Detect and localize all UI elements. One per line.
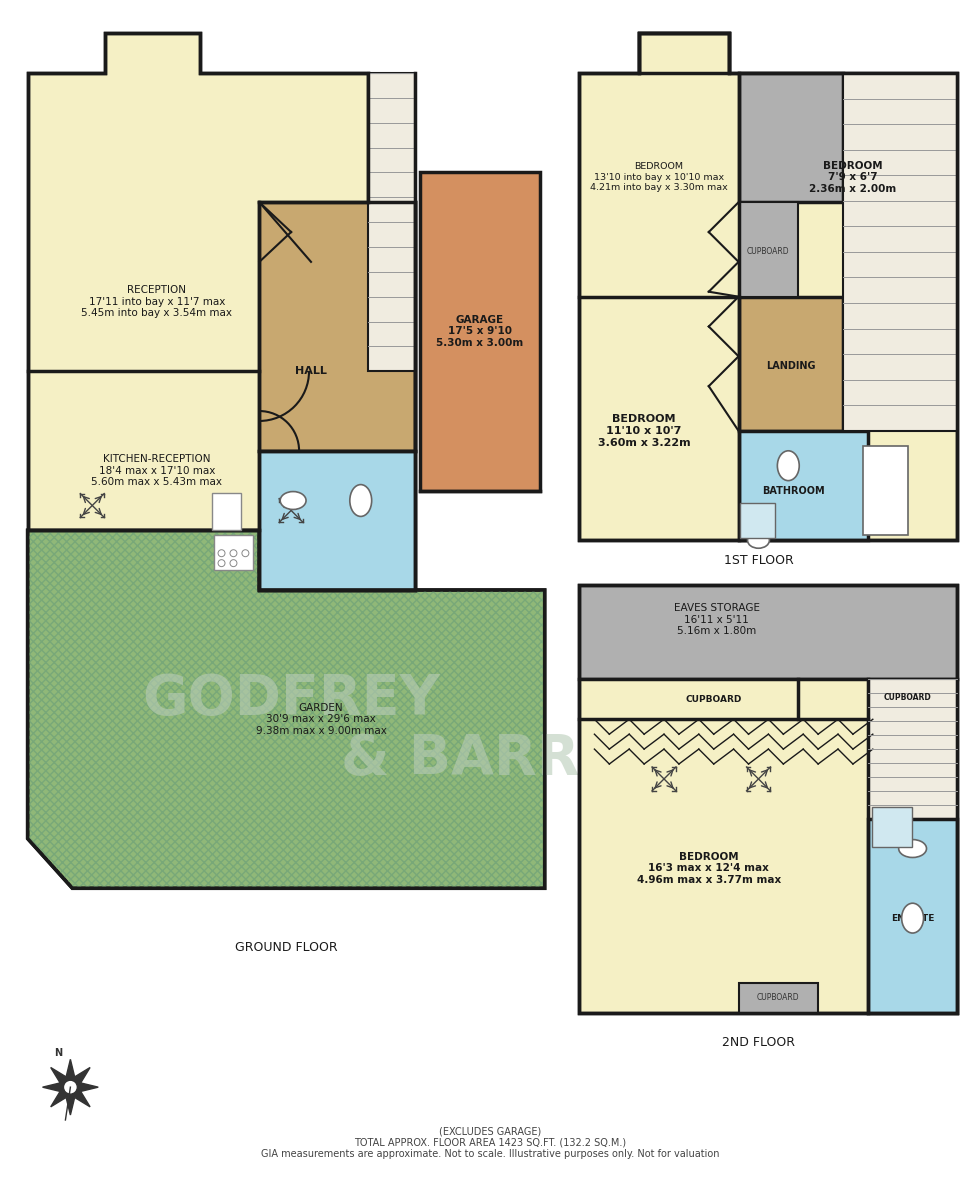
Text: KITCHEN-RECEPTION
18'4 max x 17'10 max
5.60m max x 5.43m max: KITCHEN-RECEPTION 18'4 max x 17'10 max 5… [91, 454, 222, 488]
Polygon shape [260, 451, 416, 590]
Bar [862, 445, 907, 535]
Text: RECEPTION
17'11 into bay x 11'7 max
5.45m into bay x 3.54m max: RECEPTION 17'11 into bay x 11'7 max 5.45… [81, 285, 232, 318]
Polygon shape [868, 818, 957, 1012]
Ellipse shape [748, 533, 769, 548]
Polygon shape [739, 202, 799, 296]
Text: EAVES STORAGE
16'11 x 5'11
5.16m x 1.80m: EAVES STORAGE 16'11 x 5'11 5.16m x 1.80m [673, 603, 760, 637]
Text: 2ND FLOOR: 2ND FLOOR [722, 1036, 795, 1049]
Ellipse shape [899, 840, 926, 857]
Text: □: □ [222, 507, 230, 516]
Polygon shape [639, 33, 729, 73]
Text: CUPBOARD: CUPBOARD [757, 993, 800, 1003]
Polygon shape [42, 1059, 98, 1115]
Text: 1ST FLOOR: 1ST FLOOR [723, 554, 794, 567]
Polygon shape [368, 73, 416, 371]
Polygon shape [868, 679, 957, 818]
Polygon shape [739, 73, 843, 202]
Polygon shape [579, 679, 957, 1012]
Ellipse shape [280, 491, 306, 509]
Polygon shape [420, 172, 540, 490]
Text: BEDROOM
7'9 x 6'7
2.36m x 2.00m: BEDROOM 7'9 x 6'7 2.36m x 2.00m [809, 161, 897, 194]
Text: (EXCLUDES GARAGE)
TOTAL APPROX. FLOOR AREA 1423 SQ.FT. (132.2 SQ.M.)
GIA measure: (EXCLUDES GARAGE) TOTAL APPROX. FLOOR AR… [261, 1127, 719, 1160]
Text: BEDROOM
11'10 x 10'7
3.60m x 3.22m: BEDROOM 11'10 x 10'7 3.60m x 3.22m [598, 415, 691, 448]
Bar [212, 492, 241, 530]
Bar [214, 535, 254, 570]
Polygon shape [739, 431, 868, 540]
Polygon shape [579, 33, 957, 540]
Text: N: N [55, 1049, 63, 1058]
Text: GODFREY: GODFREY [142, 672, 440, 726]
Polygon shape [260, 202, 416, 451]
Text: GARDEN
30'9 max x 29'6 max
9.38m max x 9.00m max: GARDEN 30'9 max x 29'6 max 9.38m max x 9… [256, 703, 386, 736]
Ellipse shape [902, 903, 923, 933]
Circle shape [64, 1081, 77, 1094]
Text: ENSUITE: ENSUITE [891, 914, 934, 922]
Polygon shape [27, 33, 416, 590]
Text: BEDROOM
16'3 max x 12'4 max
4.96m max x 3.77m max: BEDROOM 16'3 max x 12'4 max 4.96m max x … [637, 852, 781, 885]
Text: CUPBOARD: CUPBOARD [747, 248, 790, 256]
Ellipse shape [350, 484, 371, 516]
Text: HALL: HALL [295, 366, 327, 377]
Text: GARAGE
17'5 x 9'10
5.30m x 3.00m: GARAGE 17'5 x 9'10 5.30m x 3.00m [436, 315, 523, 348]
Text: BATHROOM: BATHROOM [762, 485, 824, 496]
Text: & BARR: & BARR [341, 732, 579, 787]
Bar [740, 502, 775, 539]
Text: LANDING: LANDING [766, 361, 816, 371]
Polygon shape [739, 296, 843, 431]
Polygon shape [27, 530, 545, 888]
Bar [872, 807, 911, 847]
Text: CUPBOARD: CUPBOARD [686, 694, 742, 704]
Polygon shape [843, 73, 957, 431]
Ellipse shape [777, 451, 800, 481]
Polygon shape [579, 585, 957, 679]
Polygon shape [739, 983, 818, 1012]
Text: BEDROOM
13'10 into bay x 10'10 max
4.21m into bay x 3.30m max: BEDROOM 13'10 into bay x 10'10 max 4.21m… [590, 163, 728, 193]
Text: CUPBOARD: CUPBOARD [884, 693, 932, 702]
Text: GROUND FLOOR: GROUND FLOOR [235, 941, 337, 954]
